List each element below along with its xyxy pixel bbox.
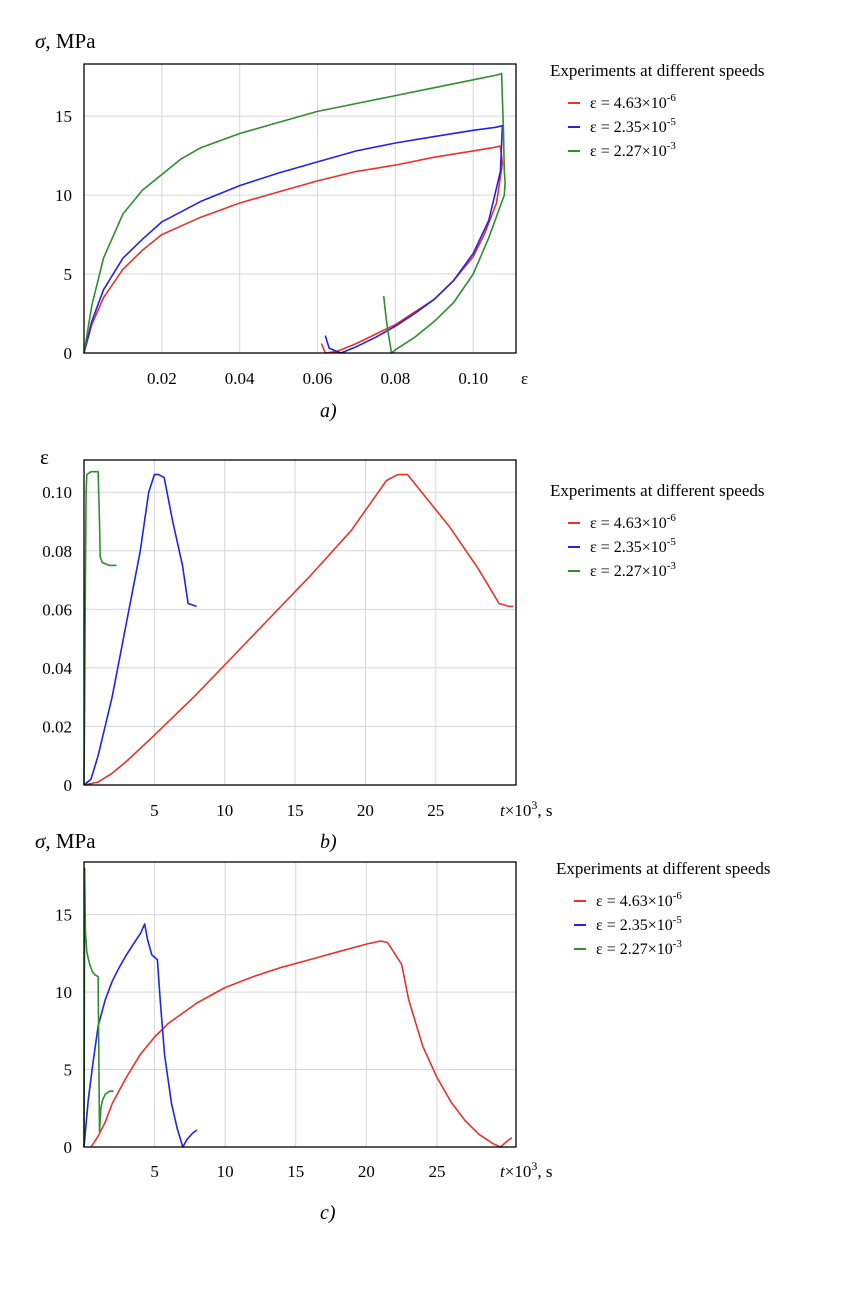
x-axis-label: t×103, s xyxy=(500,798,552,820)
legend-entry-label: ε = 4.63×10-6 xyxy=(590,92,676,112)
legend: Experiments at different speeds ε = 4.63×… xyxy=(556,859,770,958)
legend-title: Experiments at different speeds xyxy=(550,61,764,80)
chart-panel-1: 0.02 0.04 0.06 0.08 0.10 0 5 10 15 σ, MPa ε a) Exper… xyxy=(35,29,764,422)
x-axis-label: t×103, s xyxy=(500,1159,552,1181)
y-axis-label: σ, MPa xyxy=(35,29,96,53)
series-line-red xyxy=(83,473,514,786)
x-tick-label: 20 xyxy=(358,1162,375,1181)
x-tick-label: 25 xyxy=(427,801,444,820)
series-line-blue xyxy=(83,923,198,1148)
x-tick-label: 5 xyxy=(150,801,159,820)
series-line-red xyxy=(90,940,513,1148)
y-tick-label: 0 xyxy=(64,344,73,363)
legend-entry-label: ε = 2.27×10-3 xyxy=(596,938,682,958)
plot-frame xyxy=(83,63,517,354)
x-axis-label: ε xyxy=(521,369,528,388)
y-axis-label: ε xyxy=(40,445,49,469)
panel-caption: b) xyxy=(320,831,337,853)
x-tick-label: 0.06 xyxy=(303,369,333,388)
legend-title: Experiments at different speeds xyxy=(550,481,764,500)
x-tick-label: 0.02 xyxy=(147,369,177,388)
y-tick-label: 0.02 xyxy=(42,717,72,736)
legend-entry-label: ε = 2.35×10-5 xyxy=(590,536,676,556)
plot-frame xyxy=(83,861,517,1148)
chart-panel-3: 5 10 15 20 25 0 5 10 15 σ, MPa t×103, s c) Experimen… xyxy=(35,829,770,1224)
y-axis-label: σ, MPa xyxy=(35,829,96,853)
y-tick-label: 0.04 xyxy=(42,659,72,678)
y-tick-label: 0.08 xyxy=(42,542,72,561)
series-line-green xyxy=(83,72,506,354)
legend-entry-label: ε = 2.27×10-3 xyxy=(590,140,676,160)
legend-entry-label: ε = 4.63×10-6 xyxy=(596,890,682,910)
x-tick-label: 0.04 xyxy=(225,369,255,388)
panel-caption: a) xyxy=(320,400,337,422)
x-tick-label: 25 xyxy=(428,1162,445,1181)
legend-entry-label: ε = 4.63×10-6 xyxy=(590,512,676,532)
plot-frame xyxy=(83,459,517,786)
y-tick-label: 0.10 xyxy=(42,483,72,502)
x-tick-label: 20 xyxy=(357,801,374,820)
x-tick-label: 10 xyxy=(217,1162,234,1181)
y-tick-label: 0 xyxy=(64,776,73,795)
y-tick-label: 0.06 xyxy=(42,600,72,619)
legend-entry-label: ε = 2.35×10-5 xyxy=(590,116,676,136)
x-tick-label: 0.10 xyxy=(458,369,488,388)
y-tick-label: 5 xyxy=(64,265,73,284)
panel-caption: c) xyxy=(320,1202,336,1224)
series-line-green xyxy=(83,470,117,786)
y-tick-label: 15 xyxy=(55,107,72,126)
legend-entry-label: ε = 2.27×10-3 xyxy=(590,560,676,580)
legend-entry-label: ε = 2.35×10-5 xyxy=(596,914,682,934)
y-tick-label: 10 xyxy=(55,983,72,1002)
x-tick-label: 10 xyxy=(216,801,233,820)
chart-panel-2: 5 10 15 20 25 0 0.02 0.04 0.06 0.08 0.10 ε t×103, s b… xyxy=(40,445,764,853)
series-line-blue xyxy=(83,124,504,354)
x-tick-label: 0.08 xyxy=(380,369,410,388)
series-line-blue xyxy=(83,473,197,786)
y-tick-label: 0 xyxy=(64,1138,73,1157)
series-line-red xyxy=(83,145,504,354)
legend: Experiments at different speeds ε = 4.63×… xyxy=(550,61,764,160)
x-tick-label: 15 xyxy=(287,1162,304,1181)
legend-title: Experiments at different speeds xyxy=(556,859,770,878)
y-tick-label: 5 xyxy=(64,1061,73,1080)
y-tick-label: 15 xyxy=(55,906,72,925)
x-tick-label: 5 xyxy=(150,1162,159,1181)
y-tick-label: 10 xyxy=(55,186,72,205)
x-tick-label: 15 xyxy=(287,801,304,820)
legend: Experiments at different speeds ε = 4.63×… xyxy=(550,481,764,580)
series-line-green xyxy=(83,867,114,1148)
